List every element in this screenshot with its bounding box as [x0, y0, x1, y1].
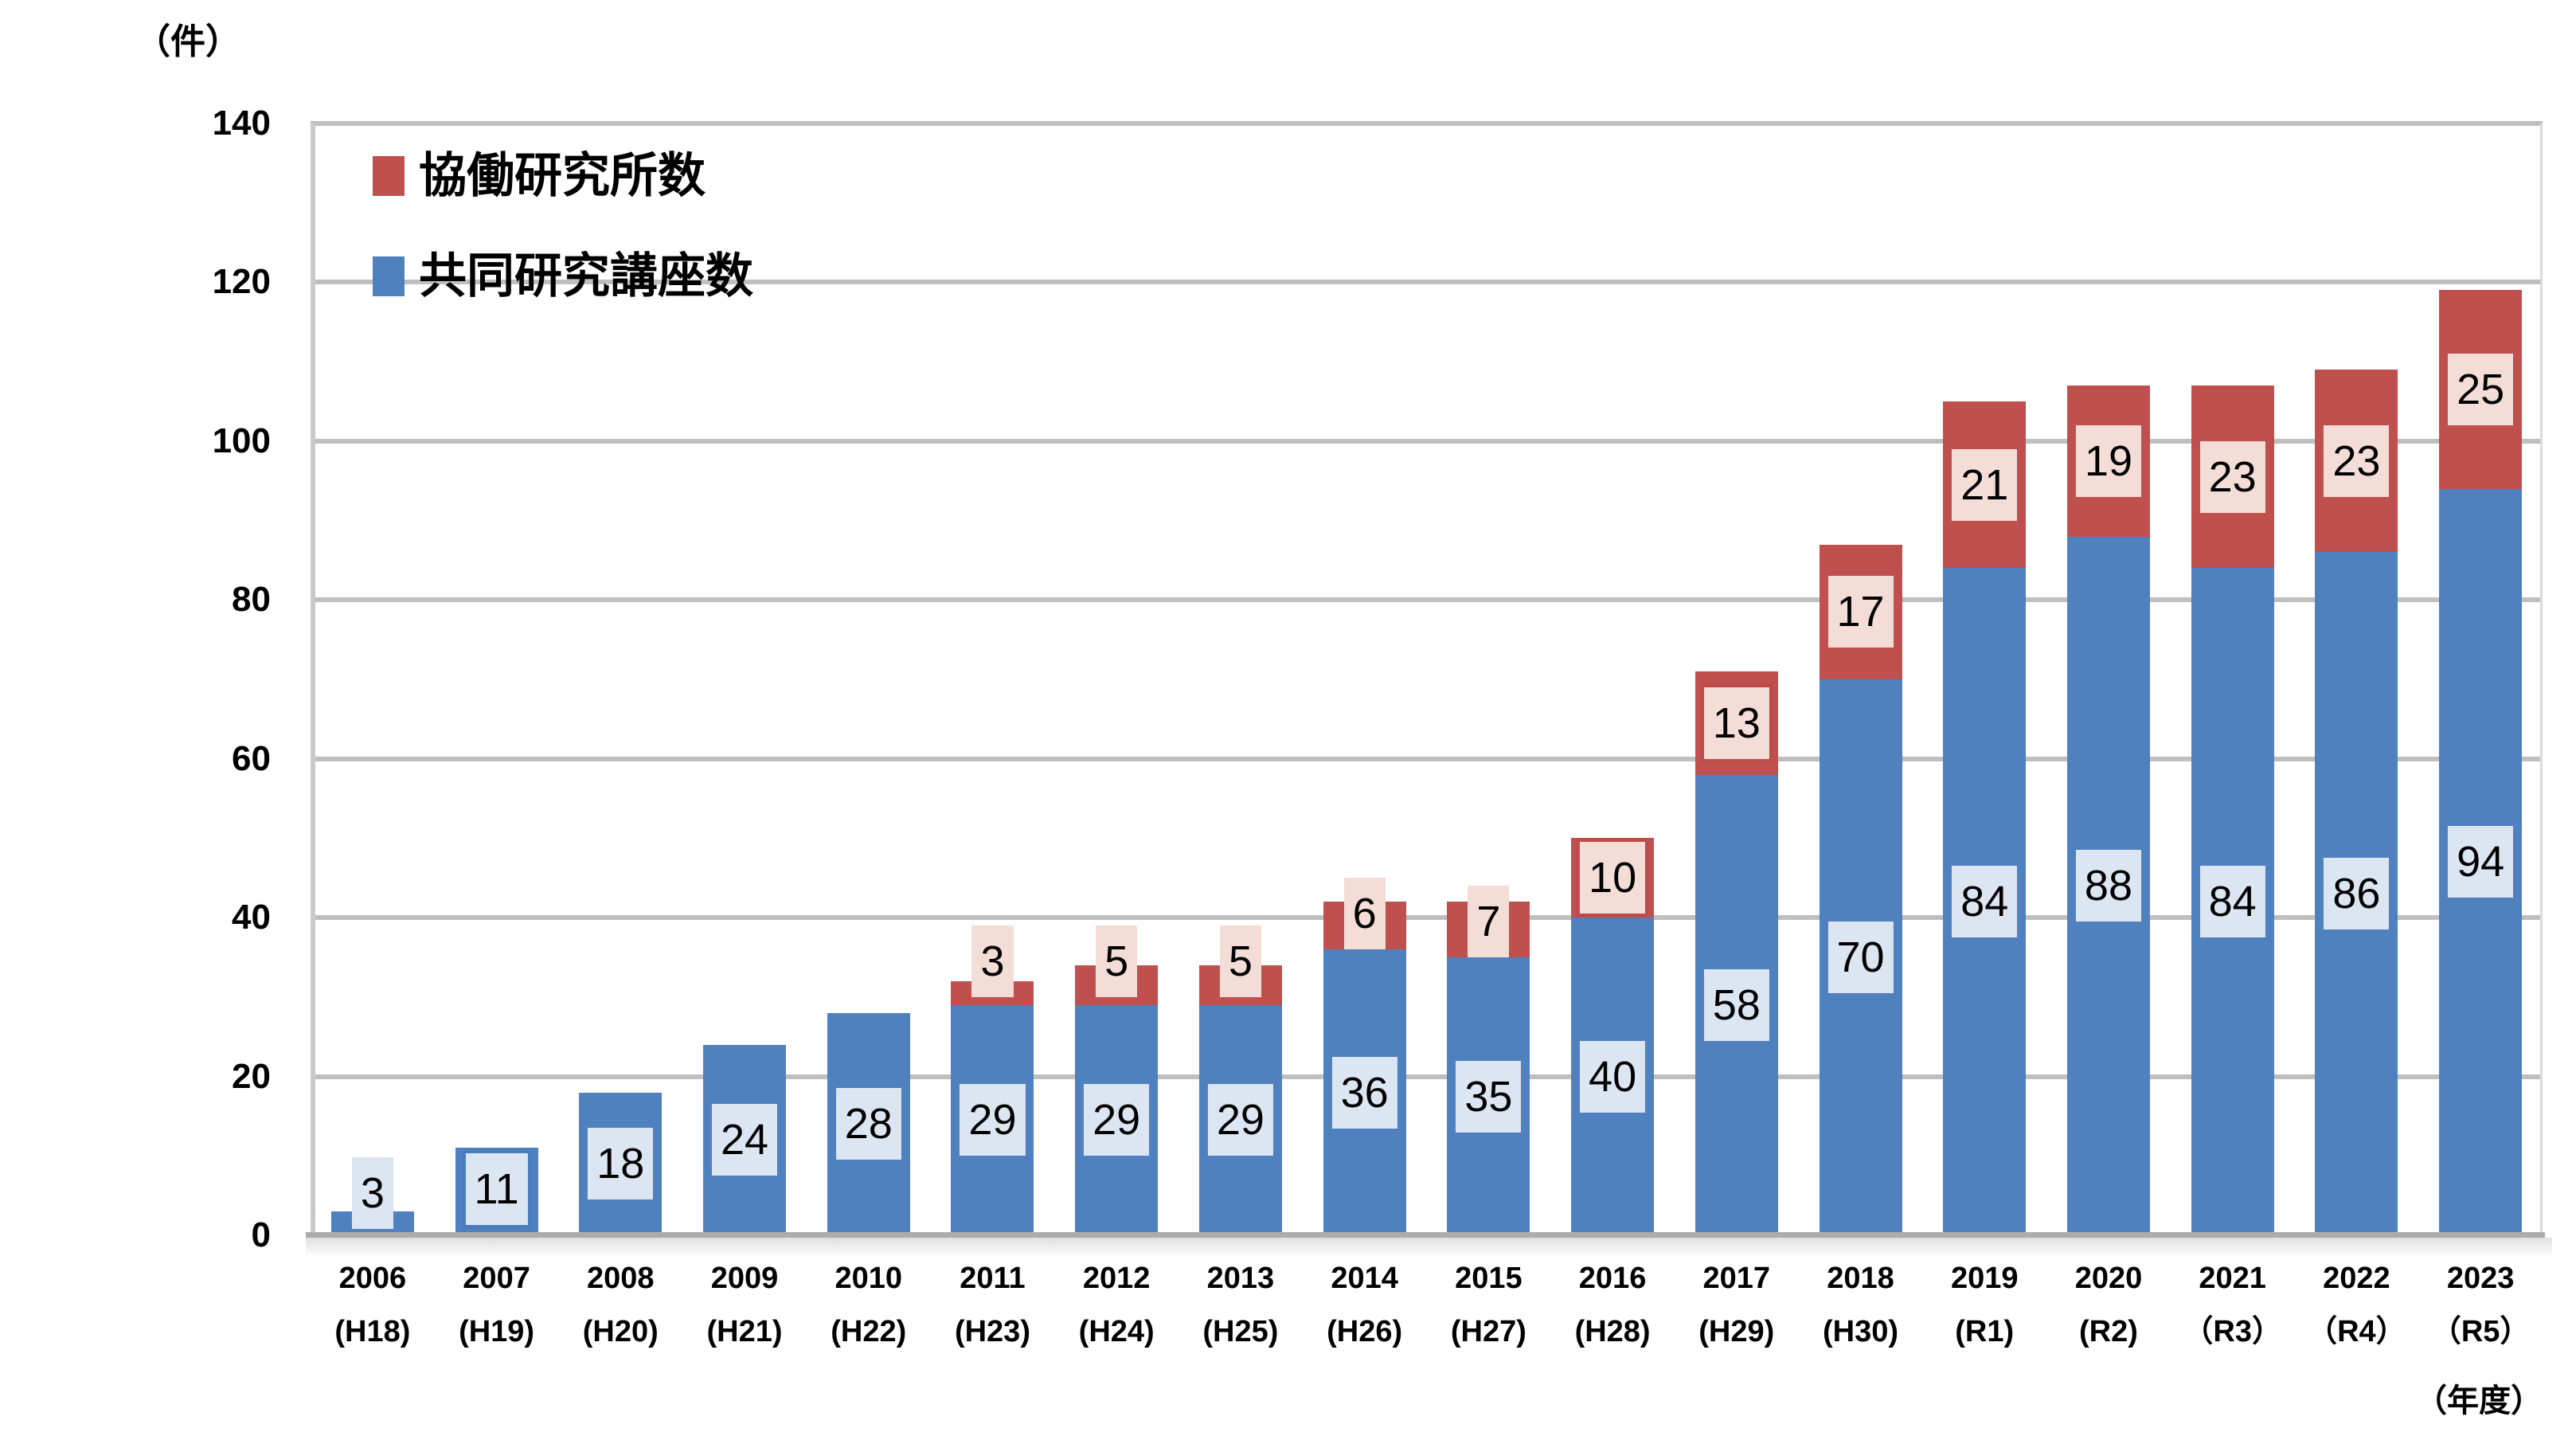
x-label-year-2013: 2013	[1206, 1262, 1275, 1295]
y-tick-0: 0	[251, 1215, 271, 1254]
data-label-2012-blue: 29	[1084, 1084, 1150, 1156]
x-label-year-2020: 2020	[2074, 1262, 2143, 1295]
legend-label-blue-series: 共同研究講座数	[419, 249, 753, 303]
plot-right-border	[2540, 123, 2543, 1235]
data-label-2021-red: 23	[2199, 440, 2265, 513]
x-axis-unit-label: （年度）	[2415, 1383, 2543, 1418]
y-tick-20: 20	[232, 1056, 271, 1096]
x-label-era-2022: （R4）	[2307, 1315, 2406, 1348]
x-label-era-2011: (H23)	[954, 1315, 1030, 1348]
x-label-era-2016: (H28)	[1574, 1315, 1651, 1348]
data-label-2015-red: 7	[1468, 886, 1510, 957]
gridline-60	[311, 756, 2543, 761]
data-label-2014-red: 6	[1343, 878, 1386, 950]
gridline-140	[311, 121, 2543, 126]
y-axis-line	[311, 123, 315, 1235]
y-tick-140: 140	[212, 104, 271, 143]
data-label-2012-red: 5	[1096, 925, 1138, 997]
x-label-era-2014: (H26)	[1327, 1315, 1403, 1348]
y-tick-80: 80	[232, 580, 271, 620]
data-label-2023-blue: 94	[2448, 826, 2514, 898]
data-label-2017-red: 13	[1699, 683, 1773, 763]
legend-item-kyodo-kenkyu-koza: 共同研究講座数	[373, 251, 753, 302]
x-label-year-2007: 2007	[463, 1262, 530, 1295]
y-tick-40: 40	[232, 898, 271, 937]
data-label-2009-blue: 24	[711, 1104, 778, 1176]
data-label-2014-blue: 36	[1331, 1056, 1397, 1129]
plot-area: 3 11 18 24 28 29 3 29 5 29 5 36 6 35 7 40 10 58 13 70 17 84 21…	[306, 121, 2552, 1257]
data-label-2010-blue: 28	[835, 1088, 901, 1160]
data-label-2016-blue: 40	[1580, 1040, 1646, 1113]
x-label-era-2008: (H20)	[582, 1315, 659, 1348]
x-label-era-2020: (R2)	[2079, 1315, 2138, 1348]
x-label-year-2009: 2009	[710, 1262, 779, 1295]
data-label-2021-blue: 84	[2199, 866, 2265, 938]
x-label-year-2016: 2016	[1578, 1262, 1647, 1295]
legend-label-red-series: 協働研究所数	[419, 149, 706, 202]
y-tick-60: 60	[232, 738, 271, 778]
x-label-era-2009: (H21)	[706, 1315, 783, 1348]
data-label-2011-blue: 29	[960, 1084, 1026, 1156]
x-label-era-2021: （R3）	[2183, 1315, 2282, 1348]
x-label-year-2019: 2019	[1950, 1262, 2019, 1295]
gridlines-layer	[311, 121, 2543, 1235]
data-label-2022-blue: 86	[2324, 858, 2390, 930]
x-label-era-2010: (H22)	[831, 1315, 907, 1348]
data-label-2018-red: 17	[1827, 576, 1894, 648]
y-tick-100: 100	[212, 421, 271, 460]
gridline-120	[311, 280, 2543, 285]
x-label-era-2006: (H18)	[334, 1315, 411, 1348]
data-label-2006-blue: 3	[351, 1157, 393, 1229]
data-label-2008-blue: 18	[588, 1128, 654, 1200]
y-axis-unit-label: （件）	[135, 22, 240, 61]
x-label-year-2011: 2011	[960, 1262, 1026, 1295]
legend-swatch-blue	[373, 256, 405, 296]
x-label-year-2010: 2010	[835, 1262, 902, 1295]
x-label-year-2022: 2022	[2323, 1262, 2390, 1295]
x-label-year-2015: 2015	[1455, 1262, 1523, 1295]
data-label-2022-red: 23	[2324, 425, 2390, 497]
gridline-20	[311, 1074, 2543, 1079]
x-label-era-2018: (H30)	[1823, 1315, 1899, 1348]
y-tick-120: 120	[212, 262, 271, 302]
x-label-era-2015: (H27)	[1450, 1315, 1526, 1348]
x-label-year-2012: 2012	[1082, 1262, 1151, 1295]
data-label-2017-blue: 58	[1703, 968, 1769, 1041]
x-label-era-2019: (R1)	[1955, 1315, 2015, 1348]
x-label-year-2017: 2017	[1702, 1262, 1771, 1295]
legend-swatch-red	[373, 156, 405, 196]
x-label-era-2023: （R5）	[2430, 1315, 2531, 1348]
x-axis-line	[306, 1232, 2545, 1238]
x-label-era-2012: (H24)	[1078, 1315, 1155, 1348]
x-label-era-2013: (H25)	[1202, 1315, 1279, 1348]
data-label-2020-blue: 88	[2075, 850, 2142, 922]
legend-item-kyodo-kenkyusho: 協働研究所数	[373, 151, 753, 202]
data-labels-layer: 3 11 18 24 28 29 3 29 5 29 5 36 6 35 7 40 10 58 13 70 17 84 21…	[311, 123, 2543, 1235]
data-label-2016-red: 10	[1576, 838, 1650, 918]
x-label-year-2018: 2018	[1827, 1262, 1894, 1295]
gridline-100	[311, 438, 2543, 444]
x-label-year-2023: 2023	[2446, 1262, 2515, 1295]
data-label-2023-red: 25	[2448, 354, 2514, 426]
data-label-2011-red: 3	[971, 925, 1014, 997]
data-label-2013-red: 5	[1219, 925, 1261, 997]
gridline-80	[311, 597, 2543, 603]
legend: 協働研究所数 共同研究講座数	[373, 151, 753, 351]
gridline-40	[311, 915, 2543, 921]
x-label-year-2008: 2008	[587, 1262, 655, 1295]
x-label-year-2014: 2014	[1331, 1262, 1398, 1295]
x-label-year-2021: 2021	[2199, 1262, 2266, 1295]
x-label-year-2006: 2006	[338, 1262, 407, 1295]
data-label-2007-blue: 11	[461, 1149, 532, 1229]
data-label-2019-red: 21	[1952, 448, 2018, 521]
x-axis-shadow	[306, 1238, 2552, 1257]
data-label-2015-blue: 35	[1456, 1060, 1522, 1133]
x-label-era-2007: (H19)	[459, 1315, 535, 1348]
x-label-era-2017: (H29)	[1698, 1315, 1775, 1348]
data-label-2013-blue: 29	[1207, 1084, 1273, 1156]
data-label-2019-blue: 84	[1952, 866, 2018, 938]
data-label-2018-blue: 70	[1827, 922, 1894, 993]
data-label-2020-red: 19	[2075, 425, 2142, 497]
